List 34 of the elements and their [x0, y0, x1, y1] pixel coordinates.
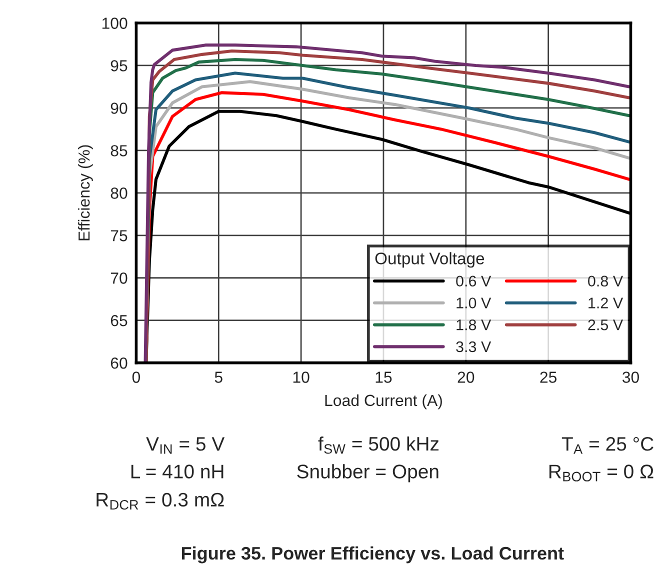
legend-label: 1.0 V — [456, 298, 492, 308]
text: L = 410 nH — [131, 464, 224, 478]
y-tick-label: 80 — [110, 188, 128, 199]
x-tick-label: 25 — [540, 372, 557, 383]
text: R$_{BOOT}$ = 0 Ω — [549, 464, 654, 482]
y-tick-label: 90 — [110, 102, 128, 114]
text: Snubber = Open — [297, 464, 438, 482]
x-tick-label: 15 — [376, 372, 392, 383]
legend-title: Output Voltage — [375, 252, 484, 268]
y-tick-label: 100 — [102, 18, 128, 29]
text: T$_{A}$ = 25 °C — [562, 437, 654, 454]
x-tick-label: 30 — [622, 372, 639, 383]
y-tick-label: 60 — [110, 357, 128, 369]
x-axis-title: Load Current (A) — [325, 394, 442, 410]
x-tick-label: 20 — [458, 372, 474, 383]
legend-label: 0.8 V — [588, 276, 624, 287]
legend-label: 3.3 V — [456, 341, 492, 352]
legend-label: 0.6 V — [456, 276, 492, 287]
x-tick-label: 0 — [132, 372, 140, 383]
y-axis-title: Efficiency (%) — [78, 145, 93, 240]
legend-label: 1.2 V — [588, 298, 624, 308]
text: Figure 35. Power Efficiency vs. Load Current — [182, 546, 564, 564]
y-tick-label: 95 — [110, 60, 128, 72]
legend-label: 2.5 V — [588, 319, 624, 330]
text: f$_{SW}$ = 500 kHz — [318, 436, 439, 454]
y-tick-label: 70 — [110, 272, 128, 284]
text: R$_{DCR}$ = 0.3 mΩ — [96, 492, 224, 510]
text: V$_{IN}$ = 5 V — [146, 437, 225, 454]
y-tick-label: 65 — [110, 314, 128, 326]
y-tick-label: 85 — [110, 145, 128, 156]
x-tick-label: 5 — [214, 372, 222, 383]
y-tick-label: 75 — [110, 230, 128, 242]
legend-label: 1.8 V — [456, 319, 492, 330]
x-tick-label: 10 — [293, 372, 310, 383]
